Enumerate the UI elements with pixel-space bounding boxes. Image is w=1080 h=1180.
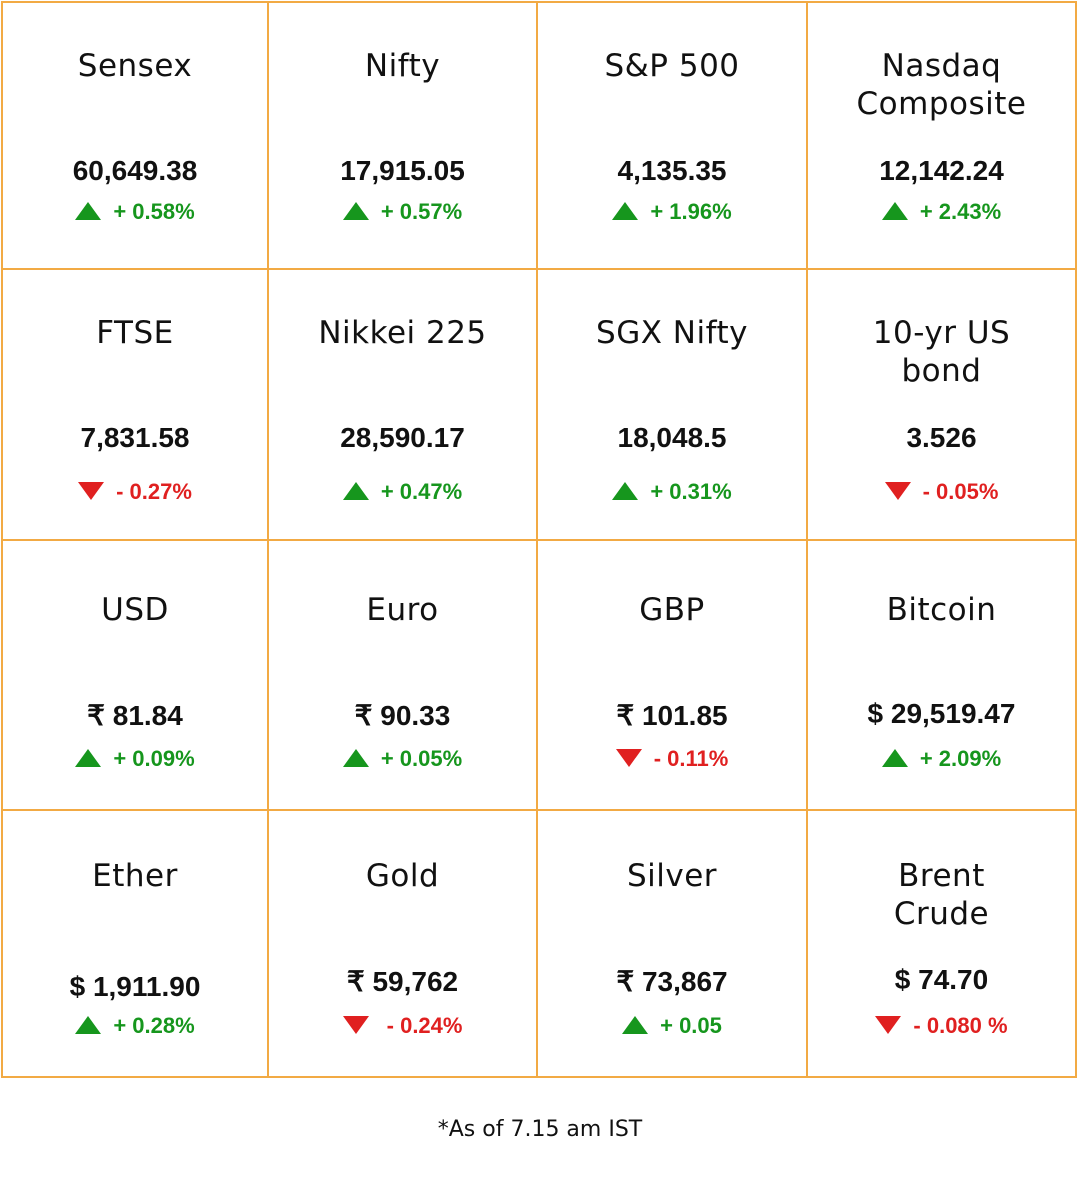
tile-change: + 0.05%	[269, 746, 536, 772]
down-arrow-icon	[615, 749, 642, 768]
tile-name: USD	[101, 592, 169, 628]
up-arrow-icon	[75, 202, 102, 221]
tile-change: - 0.05%	[808, 479, 1075, 505]
tile-name: GBP	[639, 592, 705, 628]
tile-ether: Ether $ 1,911.90 + 0.28%	[3, 811, 269, 1076]
tile-value: ₹ 90.33	[354, 700, 451, 731]
tile-usd: USD ₹ 81.84 + 0.09%	[3, 541, 269, 811]
tile-value: 3.526	[906, 422, 977, 453]
timestamp-footnote: *As of 7.15 am IST	[437, 1117, 643, 1142]
up-arrow-icon	[342, 749, 369, 768]
tile-name: Gold	[365, 858, 440, 894]
tile-sp500: S&P 500 4,135.35 + 1.96%	[538, 3, 808, 270]
tile-value: 18,048.5	[617, 422, 727, 453]
tile-change: + 0.31%	[538, 479, 806, 505]
change-text: + 0.09%	[113, 746, 195, 771]
change-text: + 0.31%	[650, 479, 732, 504]
tile-value: $ 74.70	[894, 964, 989, 995]
tile-change: - 0.11%	[538, 746, 806, 772]
tile-change: - 0.24%	[269, 1013, 536, 1039]
down-arrow-icon	[875, 1016, 902, 1035]
tile-value: 7,831.58	[80, 422, 190, 453]
tile-value: $ 29,519.47	[867, 698, 1016, 729]
tile-change: + 0.09%	[3, 746, 267, 772]
up-arrow-icon	[881, 749, 908, 768]
tile-nasdaq: Nasdaq Composite 12,142.24 + 2.43%	[808, 3, 1075, 270]
up-arrow-icon	[342, 482, 369, 501]
tile-ftse: FTSE 7,831.58 - 0.27%	[3, 270, 269, 541]
tile-silver: Silver ₹ 73,867 + 0.05	[538, 811, 808, 1076]
change-text: + 0.05	[660, 1013, 722, 1038]
tile-gbp: GBP ₹ 101.85 - 0.11%	[538, 541, 808, 811]
tile-value: $ 1,911.90	[69, 971, 201, 1002]
change-text: - 0.24%	[380, 1013, 463, 1038]
tile-change: - 0.27%	[3, 479, 267, 505]
tile-change: + 0.28%	[3, 1013, 267, 1039]
tile-change: + 0.47%	[269, 479, 536, 505]
change-text: + 0.57%	[380, 199, 463, 224]
down-arrow-icon	[78, 482, 105, 501]
tile-name: S&P 500	[604, 48, 740, 84]
tile-value: ₹ 59,762	[346, 966, 459, 997]
up-arrow-icon	[75, 749, 102, 768]
tile-us-bond: 10-yr US bond 3.526 - 0.05%	[808, 270, 1075, 541]
tile-name: FTSE	[96, 315, 174, 351]
tile-sensex: Sensex 60,649.38 + 0.58%	[3, 3, 269, 270]
tile-value: ₹ 73,867	[616, 966, 728, 997]
change-text: + 2.09%	[919, 746, 1002, 771]
tile-name: Sensex	[77, 48, 193, 84]
tile-name: 10-yr US bond	[872, 315, 1011, 389]
tile-change: - 0.080 %	[808, 1013, 1075, 1039]
up-arrow-icon	[622, 1016, 649, 1035]
tile-value: ₹ 81.84	[87, 700, 183, 731]
tile-change: + 0.57%	[269, 199, 536, 225]
tile-value: ₹ 101.85	[616, 700, 728, 731]
tile-value: 28,590.17	[340, 422, 465, 453]
tile-change: + 2.09%	[808, 746, 1075, 772]
up-arrow-icon	[342, 202, 369, 221]
tile-name: Nifty	[364, 48, 441, 84]
change-text: + 0.05%	[380, 746, 463, 771]
change-text: + 1.96%	[650, 199, 732, 224]
tile-name: Brent Crude	[893, 858, 990, 932]
tile-value: 12,142.24	[879, 155, 1004, 186]
tile-name: Euro	[366, 592, 439, 628]
market-tiles-grid: Sensex 60,649.38 + 0.58% Nifty 17,915.05…	[1, 1, 1077, 1078]
tile-name: Ether	[92, 858, 178, 894]
up-arrow-icon	[612, 202, 639, 221]
tile-name: Nikkei 225	[318, 315, 487, 351]
up-arrow-icon	[612, 482, 639, 501]
up-arrow-icon	[881, 202, 908, 221]
change-text: - 0.05%	[922, 479, 999, 504]
change-text: + 0.58%	[113, 199, 195, 224]
tile-name: Nasdaq Composite	[856, 48, 1027, 122]
tile-euro: Euro ₹ 90.33 + 0.05%	[269, 541, 538, 811]
tile-sgx-nifty: SGX Nifty 18,048.5 + 0.31%	[538, 270, 808, 541]
tile-change: + 2.43%	[808, 199, 1075, 225]
tile-brent-crude: Brent Crude $ 74.70 - 0.080 %	[808, 811, 1075, 1076]
down-arrow-icon	[884, 482, 911, 501]
tile-bitcoin: Bitcoin $ 29,519.47 + 2.09%	[808, 541, 1075, 811]
down-arrow-icon	[342, 1016, 369, 1035]
tile-value: 60,649.38	[72, 155, 198, 186]
change-text: + 0.47%	[380, 479, 463, 504]
tile-nikkei: Nikkei 225 28,590.17 + 0.47%	[269, 270, 538, 541]
tile-nifty: Nifty 17,915.05 + 0.57%	[269, 3, 538, 270]
tile-gold: Gold ₹ 59,762 - 0.24%	[269, 811, 538, 1076]
tile-name: Silver	[626, 858, 718, 894]
tile-value: 4,135.35	[617, 155, 727, 186]
change-text: + 0.28%	[113, 1013, 195, 1038]
tile-value: 17,915.05	[340, 155, 465, 186]
change-text: - 0.27%	[116, 479, 192, 504]
tile-name: SGX Nifty	[596, 315, 748, 351]
tile-change: + 0.05	[538, 1013, 806, 1039]
change-text: - 0.11%	[653, 746, 729, 771]
change-text: + 2.43%	[919, 199, 1002, 224]
tile-change: + 0.58%	[3, 199, 267, 225]
change-text: - 0.080 %	[913, 1013, 1008, 1038]
up-arrow-icon	[75, 1016, 102, 1035]
tile-change: + 1.96%	[538, 199, 806, 225]
tile-name: Bitcoin	[886, 592, 997, 628]
